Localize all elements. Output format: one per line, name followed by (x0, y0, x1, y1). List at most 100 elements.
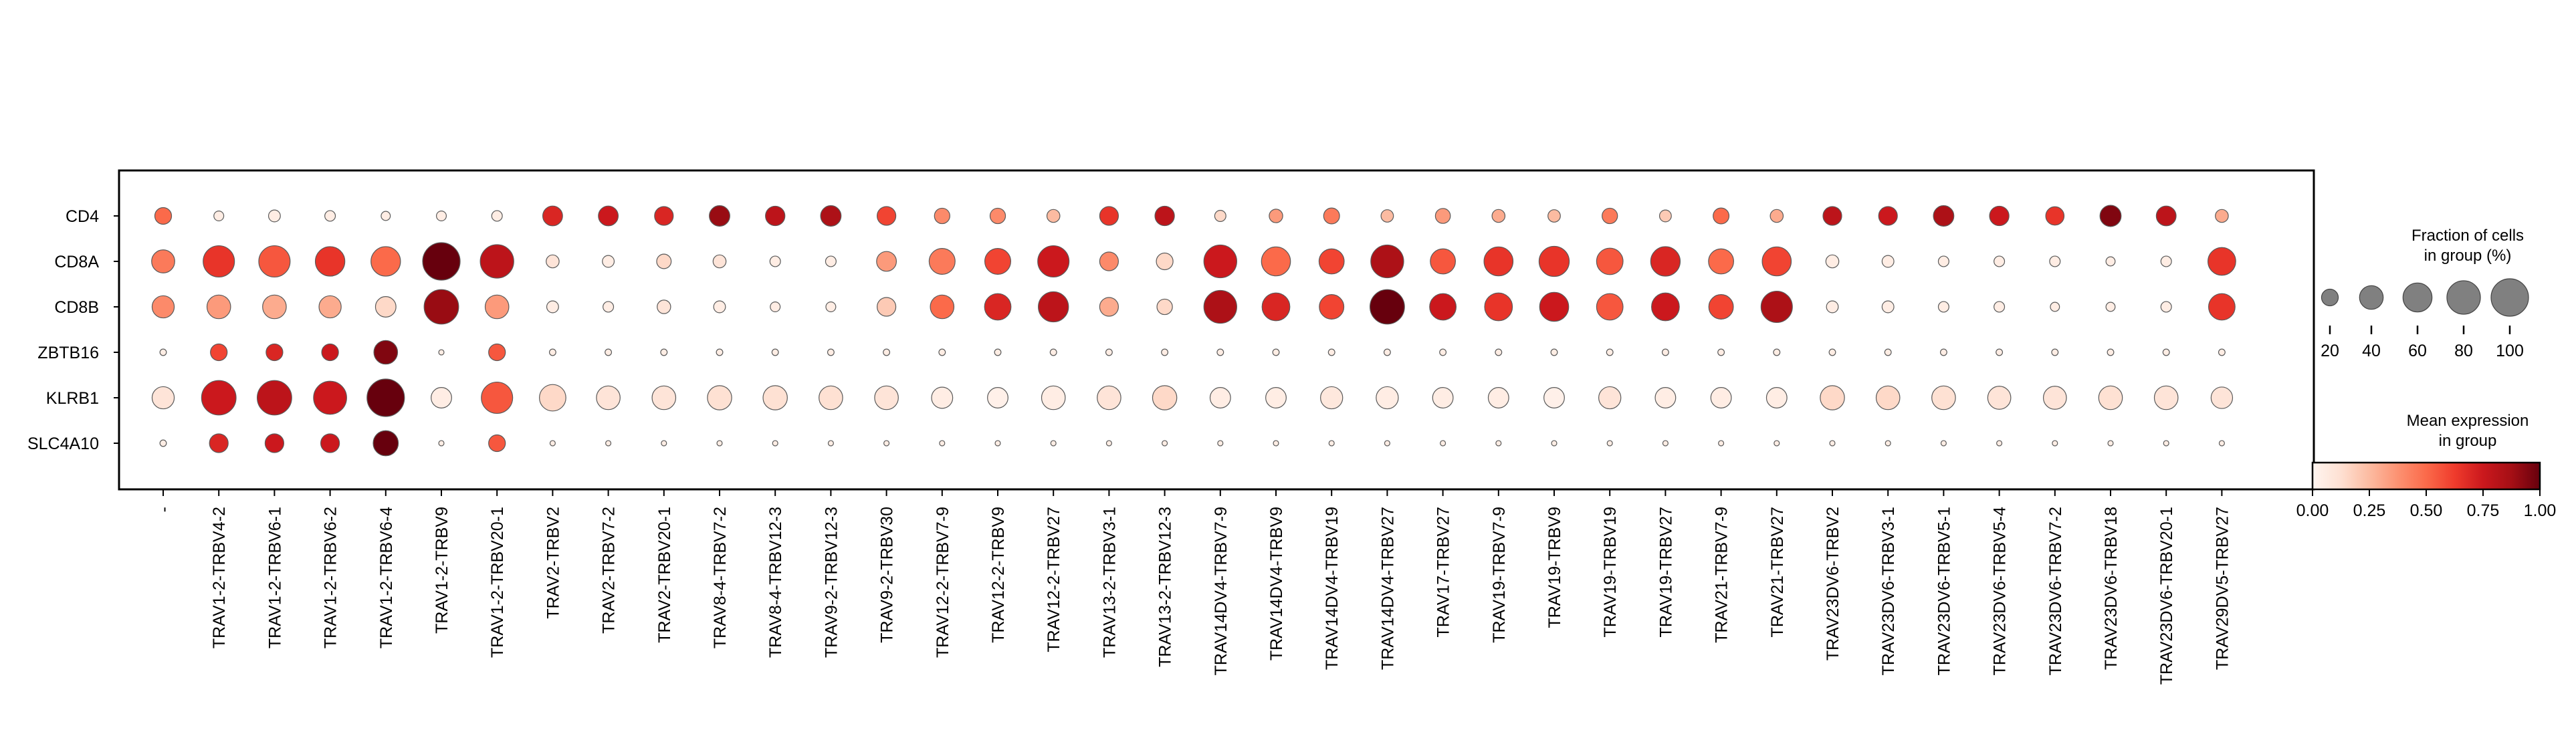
group-label: TRAV2-TRBV2 (544, 507, 562, 619)
dot-cd8b-6 (484, 294, 510, 320)
dot-zbtb16-2 (265, 343, 284, 362)
dot-cd8a-30 (1825, 254, 1840, 269)
dot-cd8a-35 (2105, 256, 2116, 267)
group-label: TRAV12-2-TRBV27 (1045, 507, 1063, 652)
dot-klrb1-7 (539, 384, 566, 412)
dot-cd4-8 (598, 205, 619, 227)
dot-cd8a-1 (203, 245, 235, 278)
dot-cd4-0 (154, 207, 173, 225)
group-label: TRAV12-2-TRBV7-9 (934, 507, 952, 658)
dot-slc4a10-7 (549, 440, 556, 447)
dot-zbtb16-1 (210, 343, 228, 362)
group-label: TRAV14DV4-TRBV19 (1323, 507, 1341, 670)
dot-cd8b-5 (423, 289, 459, 325)
dot-klrb1-4 (366, 378, 405, 417)
dot-zbtb16-34 (2051, 348, 2059, 356)
dot-cd8b-11 (770, 301, 781, 313)
group-ticks (163, 489, 2223, 496)
group-label: TRAV12-2-TRBV9 (989, 507, 1008, 643)
dot-klrb1-0 (151, 386, 175, 410)
dot-slc4a10-31 (1885, 440, 1891, 447)
dot-cd8b-4 (374, 296, 397, 318)
dot-cd4-33 (1989, 205, 2010, 227)
dot-slc4a10-29 (1774, 440, 1780, 447)
color-legend-title-line2: in group (2439, 432, 2497, 450)
colorbar-tick-label: 0.00 (2296, 501, 2329, 520)
dot-cd4-37 (2215, 209, 2229, 223)
dot-cd8b-15 (984, 293, 1012, 321)
group-label: TRAV1-2-TRBV6-4 (377, 507, 396, 648)
dot-cd8a-24 (1483, 246, 1514, 277)
group-label: TRAV17-TRBV27 (1434, 507, 1453, 637)
dot-zbtb16-29 (1773, 348, 1781, 356)
dot-cd8b-10 (713, 300, 726, 314)
dot-klrb1-28 (1710, 387, 1732, 408)
dot-zbtb16-5 (438, 349, 445, 356)
group-label: TRAV23DV6-TRBV3-1 (1879, 507, 1898, 675)
gene-label: CD8B (54, 298, 99, 317)
group-label: TRAV2-TRBV20-1 (655, 507, 674, 643)
dot-cd8a-36 (2160, 255, 2172, 267)
dot-klrb1-3 (313, 380, 347, 415)
dot-cd4-26 (1602, 207, 1618, 225)
dot-slc4a10-24 (1495, 440, 1502, 447)
dot-cd8a-0 (151, 249, 175, 273)
dot-cd8a-20 (1261, 246, 1291, 277)
dot-klrb1-26 (1598, 386, 1622, 410)
dot-klrb1-36 (2153, 385, 2179, 410)
dot-cd8b-36 (2160, 301, 2172, 313)
dot-klrb1-11 (762, 385, 788, 410)
dot-zbtb16-33 (1996, 348, 2004, 356)
dot-cd8a-2 (258, 245, 291, 278)
dot-cd8b-20 (1261, 292, 1291, 322)
dot-cd4-24 (1491, 209, 1506, 223)
dot-cd8b-17 (1099, 297, 1119, 317)
dot-slc4a10-19 (1217, 440, 1224, 447)
dot-cd8b-31 (1881, 300, 1895, 314)
dot-cd8a-26 (1596, 247, 1624, 275)
group-label: TRAV23DV6-TRBV18 (2102, 507, 2121, 670)
group-label: TRAV19-TRBV7-9 (1490, 507, 1509, 643)
group-label: TRAV1-2-TRBV9 (433, 507, 451, 634)
dot-cd8a-4 (370, 246, 401, 277)
dot-cd4-20 (1269, 209, 1283, 223)
group-label: TRAV23DV6-TRBV2 (1824, 507, 1842, 660)
dot-cd8a-6 (479, 244, 514, 279)
group-label: TRAV9-2-TRBV12-3 (822, 507, 841, 658)
dot-slc4a10-6 (488, 434, 506, 453)
group-label: TRAV8-4-TRBV7-2 (711, 507, 730, 648)
group-label: TRAV23DV6-TRBV7-2 (2046, 507, 2065, 675)
main-plot-frame (118, 169, 2315, 491)
dot-cd4-27 (1658, 209, 1672, 223)
dot-cd4-9 (654, 206, 674, 226)
dot-klrb1-33 (1987, 386, 2012, 410)
size-legend-items: 20 40 60 80 100 (2321, 278, 2529, 360)
dot-slc4a10-30 (1829, 440, 1836, 447)
dot-cd8a-15 (984, 248, 1011, 275)
dot-cd8b-35 (2105, 301, 2116, 312)
dot-zbtb16-21 (1327, 348, 1335, 356)
dot-klrb1-8 (596, 385, 621, 410)
dot-cd8b-12 (825, 301, 837, 313)
gene-label: SLC4A10 (27, 435, 99, 453)
dot-cd8b-19 (1203, 289, 1237, 324)
group-label: TRAV19-TRBV9 (1545, 507, 1564, 628)
group-label: TRAV1-2-TRBV20-1 (488, 507, 507, 658)
colorbar-tick-label: 0.25 (2353, 501, 2386, 520)
dot-klrb1-5 (431, 387, 452, 408)
group-label: TRAV21-TRBV7-9 (1713, 507, 1731, 643)
colorbar-ticks: 0.00 0.25 0.50 0.75 1.00 (2296, 489, 2556, 520)
dot-zbtb16-19 (1216, 348, 1224, 356)
dot-klrb1-23 (1432, 387, 1454, 408)
dot-cd4-29 (1769, 209, 1784, 223)
dot-cd8b-32 (1937, 301, 1949, 313)
dot-zbtb16-31 (1884, 348, 1892, 356)
dot-slc4a10-20 (1273, 440, 1279, 447)
size-legend-dot (2402, 282, 2433, 313)
size-legend-dot (2321, 288, 2339, 307)
dot-zbtb16-35 (2107, 348, 2115, 356)
dot-cd8a-11 (769, 255, 781, 267)
dot-slc4a10-37 (2218, 440, 2225, 447)
dot-cd4-12 (820, 205, 842, 227)
dot-cd8a-19 (1203, 244, 1237, 279)
